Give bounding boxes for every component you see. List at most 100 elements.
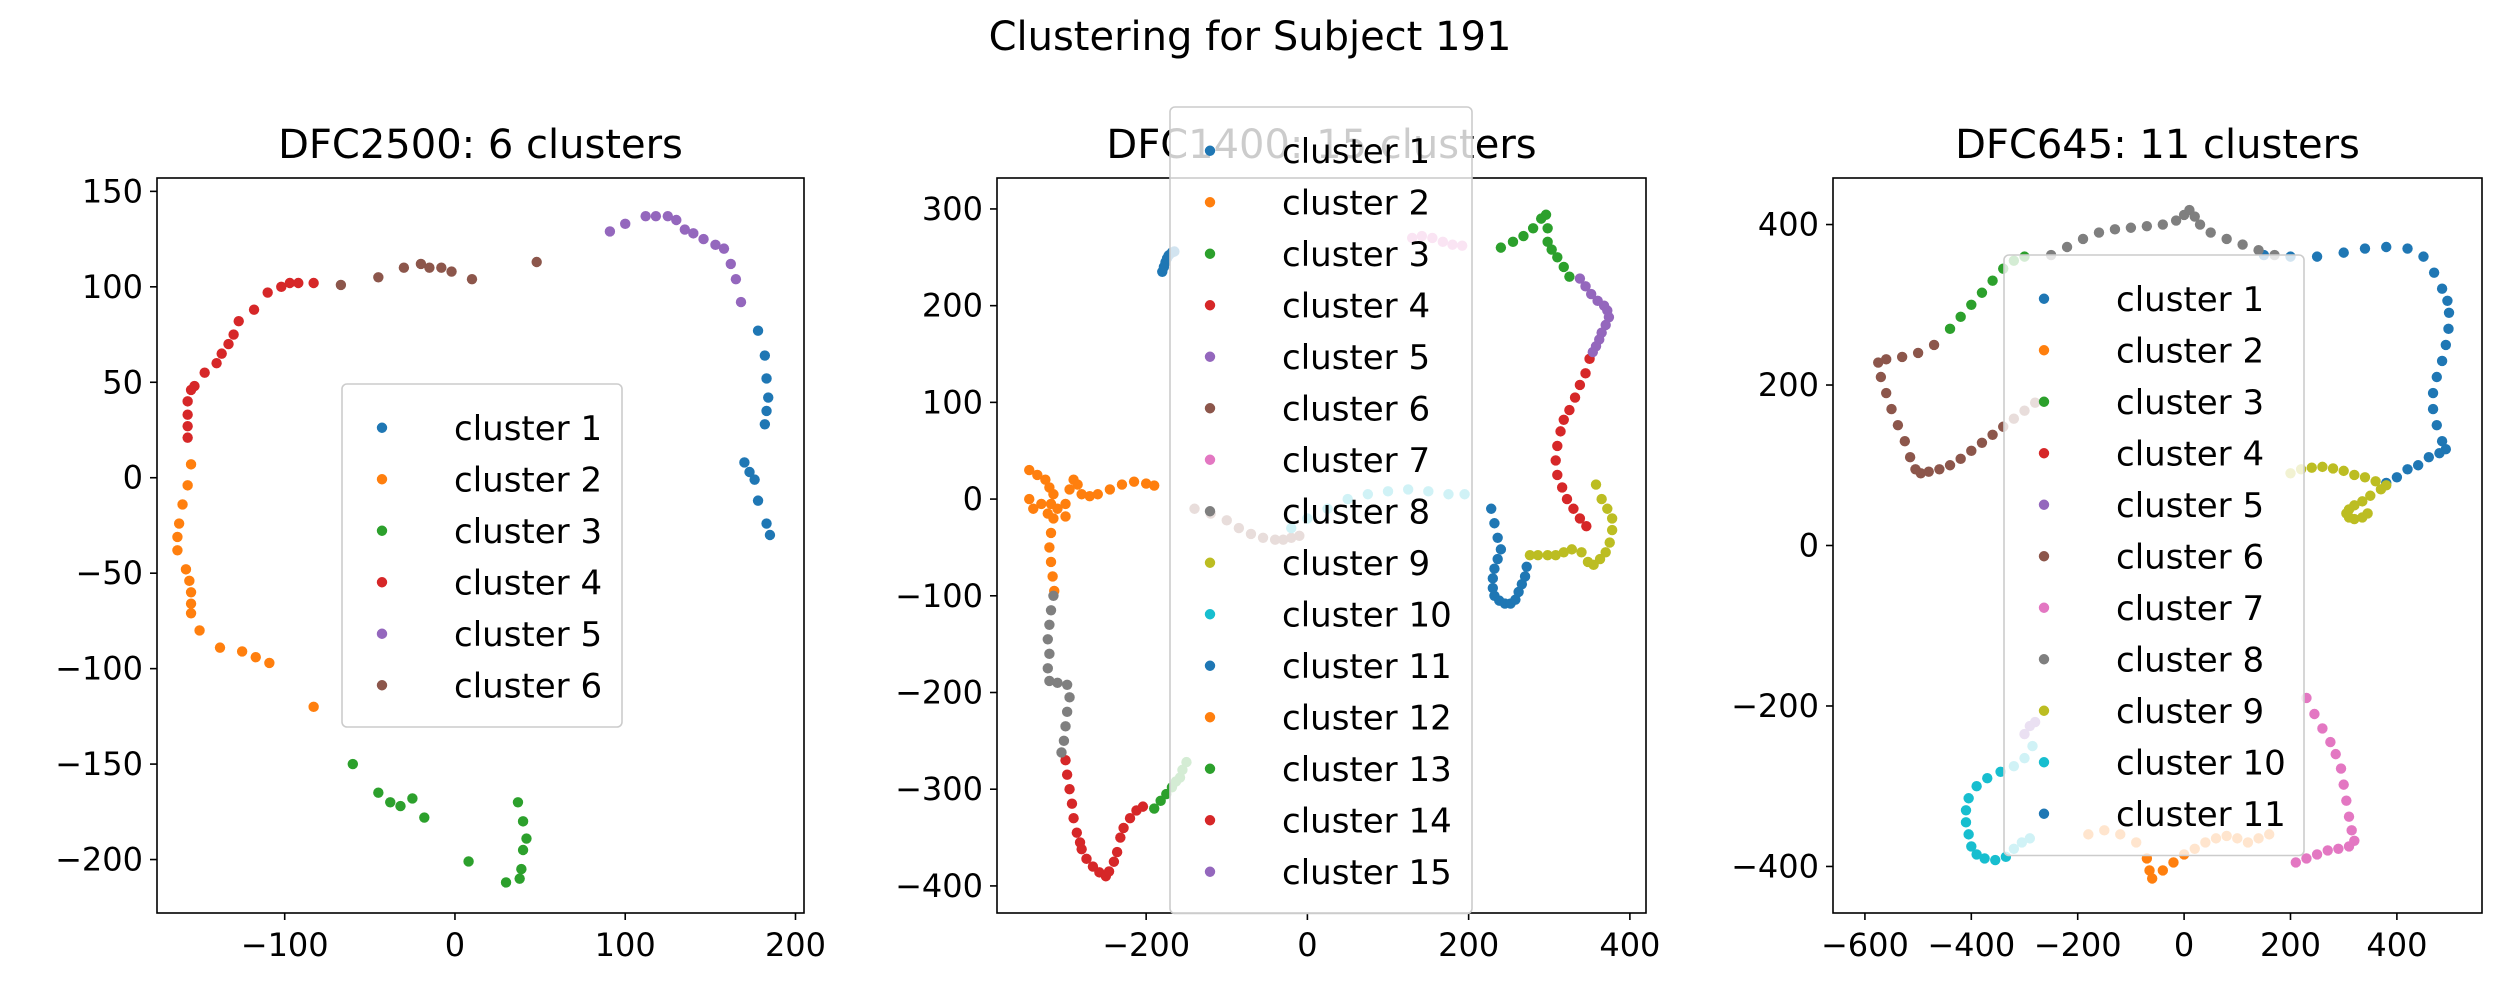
data-point	[1489, 563, 1500, 574]
legend-marker	[376, 474, 388, 485]
legend-label: cluster 11	[1282, 647, 1452, 687]
series-6	[335, 256, 542, 291]
legend-marker	[376, 577, 388, 588]
data-point	[2436, 435, 2448, 447]
data-point	[1581, 520, 1592, 532]
data-point	[2333, 843, 2344, 855]
legend-label: cluster 7	[2116, 589, 2264, 629]
data-point	[1923, 466, 1934, 477]
data-point	[1071, 827, 1083, 838]
data-point	[264, 657, 275, 669]
data-point	[2440, 339, 2452, 351]
y-tick-label: 100	[82, 268, 143, 306]
data-point	[1486, 503, 1497, 514]
data-point	[1928, 339, 1940, 351]
series-9	[2285, 461, 2392, 525]
data-point	[1880, 387, 1892, 399]
x-tick-label: −400	[1927, 926, 2015, 964]
data-point	[500, 877, 512, 888]
axes-frame	[156, 177, 805, 914]
data-point	[2141, 220, 2153, 232]
data-point	[2168, 857, 2179, 868]
data-point	[1880, 354, 1892, 365]
legend-label: cluster 12	[1282, 698, 1452, 738]
data-point	[2427, 403, 2439, 415]
data-point	[1976, 437, 1988, 448]
data-point	[2125, 222, 2137, 233]
x-tick-label: 400	[1599, 926, 1660, 964]
data-point	[1045, 556, 1057, 568]
data-point	[194, 625, 205, 636]
data-point	[398, 262, 410, 273]
legend-marker	[2038, 808, 2050, 819]
data-point	[1104, 484, 1116, 495]
subplot-title: DFC645: 11 clusters	[1955, 122, 2360, 168]
data-point	[1904, 452, 1916, 463]
data-point	[2189, 211, 2200, 222]
legend-label: cluster 3	[2116, 383, 2264, 423]
data-point	[1960, 817, 1972, 828]
legend-marker	[1204, 506, 1216, 517]
data-point	[1044, 648, 1055, 660]
data-point	[308, 701, 319, 713]
legend-label: cluster 6	[1282, 389, 1430, 429]
data-point	[1044, 675, 1055, 687]
legend-label: cluster 4	[454, 563, 602, 603]
data-point	[1489, 518, 1500, 529]
data-point	[1558, 414, 1569, 425]
data-point	[1955, 311, 1966, 323]
data-point	[1118, 822, 1129, 834]
data-point	[1487, 582, 1499, 594]
data-point	[531, 256, 542, 268]
legend-label: cluster 5	[454, 615, 602, 655]
legend-marker	[2038, 705, 2050, 716]
y-tick-label: −200	[55, 841, 143, 879]
series-3	[347, 758, 532, 888]
data-point	[2349, 513, 2360, 525]
legend-label: cluster 1	[1282, 132, 1430, 172]
series-4	[182, 277, 319, 443]
y-tick-label: −200	[1731, 687, 1819, 725]
data-point	[1058, 735, 1070, 747]
data-point	[1056, 747, 1067, 758]
data-point	[2436, 283, 2448, 294]
data-point	[1574, 379, 1586, 391]
y-tick-label: −50	[75, 554, 143, 592]
series-5	[604, 210, 747, 308]
data-point	[1115, 832, 1126, 843]
data-point	[1532, 549, 1544, 561]
legend: cluster 1 cluster 2 cluster 3 cluster 4 clus…	[341, 383, 623, 728]
data-point	[1045, 605, 1057, 616]
data-point	[1542, 549, 1553, 561]
data-point	[2343, 841, 2355, 852]
x-tick-label: 0	[2174, 926, 2194, 964]
data-point	[2338, 465, 2349, 477]
legend-label: cluster 10	[2116, 743, 2286, 783]
legend-marker	[376, 628, 388, 639]
data-point	[2370, 476, 2381, 487]
data-point	[1987, 429, 1998, 440]
data-point	[1124, 813, 1136, 824]
data-point	[1558, 261, 1569, 273]
data-point	[761, 405, 772, 417]
data-point	[2205, 227, 2216, 238]
data-point	[1569, 392, 1581, 403]
data-point	[1556, 482, 1568, 493]
subplots: DFC2500: 6 clusters −100 0 100 200 −200 −150 −1…	[55, 106, 2483, 964]
data-point	[1966, 445, 1977, 457]
data-point	[1084, 490, 1095, 502]
data-point	[2357, 496, 2368, 507]
data-point	[1527, 223, 1539, 234]
data-point	[233, 315, 244, 327]
legend-label: cluster 7	[1282, 441, 1430, 481]
data-point	[1064, 692, 1075, 703]
series-1	[739, 325, 776, 541]
data-point	[1137, 801, 1149, 812]
legend-label: cluster 3	[454, 512, 602, 552]
data-point	[1111, 846, 1123, 858]
data-point	[335, 279, 347, 291]
legend-marker	[2038, 396, 2050, 407]
y-tick-label: −200	[895, 674, 983, 712]
data-point	[2341, 795, 2352, 806]
data-point	[214, 642, 226, 653]
